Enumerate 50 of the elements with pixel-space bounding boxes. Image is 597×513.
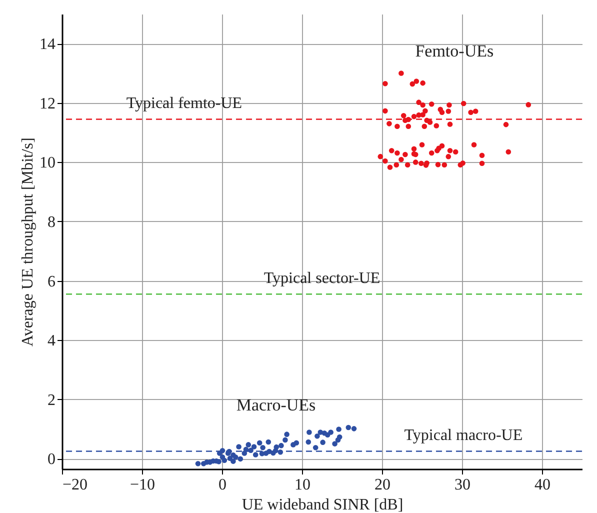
y-tick-label: 6: [48, 273, 56, 290]
y-tick-label: 14: [40, 36, 56, 54]
point: [256, 440, 262, 446]
point: [230, 458, 236, 464]
x-tick-label: 10: [294, 476, 310, 494]
y-tick-label: 10: [40, 154, 56, 172]
point: [318, 430, 324, 435]
x-tick-label: 20: [374, 476, 390, 494]
point: [346, 424, 352, 430]
ref-line-label: Typical macro-UE: [404, 427, 523, 444]
y-axis-title: Average UE throughput [Mbit/s]: [20, 138, 36, 346]
point: [284, 432, 290, 437]
y-tick-label: 4: [48, 332, 56, 350]
point: [314, 433, 320, 439]
point: [260, 445, 266, 450]
point: [351, 426, 357, 432]
point: [312, 445, 318, 450]
x-tick-label: 40: [534, 476, 550, 494]
point: [306, 439, 312, 445]
x-tick-label: 0: [218, 476, 226, 494]
ref-line-label: Typical sector-UE: [264, 270, 380, 288]
x-tick-label: −10: [130, 476, 156, 494]
point: [294, 440, 300, 446]
series-label: Macro-UEs: [236, 396, 316, 414]
point: [251, 444, 257, 450]
x-axis-title: UE wideband SINR [dB]: [242, 496, 404, 513]
point: [336, 426, 342, 432]
point: [236, 444, 242, 450]
point: [252, 452, 258, 458]
point: [324, 432, 330, 438]
point: [232, 454, 238, 460]
y-tick-label: 12: [40, 95, 56, 112]
y-tick-label: 0: [48, 451, 56, 468]
point: [278, 442, 284, 448]
y-tick-label: 2: [48, 392, 56, 409]
x-tick-label: −20: [62, 476, 88, 494]
point: [282, 437, 288, 443]
x-tick-label: 30: [454, 476, 470, 494]
point: [246, 442, 252, 448]
point: [332, 441, 338, 446]
point: [320, 440, 326, 445]
point: [222, 458, 228, 464]
point: [335, 437, 341, 443]
point: [266, 439, 272, 445]
series-label: Femto-UEs: [415, 41, 494, 60]
point: [195, 461, 201, 466]
ref-line-label: Typical femto-UE: [126, 95, 242, 112]
y-tick-label: 8: [48, 214, 56, 231]
point: [306, 430, 312, 435]
point: [238, 456, 244, 462]
